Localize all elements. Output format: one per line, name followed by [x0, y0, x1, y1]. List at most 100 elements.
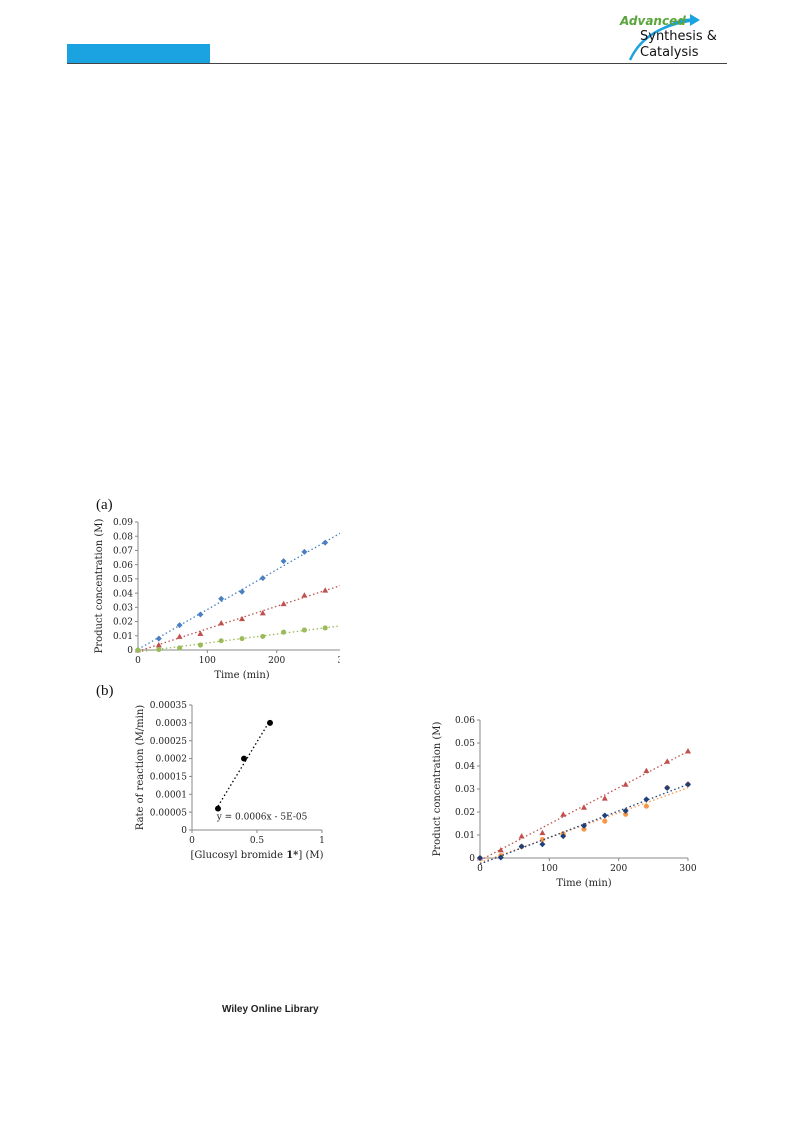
data-point	[643, 767, 650, 773]
x-tick-label: 200	[610, 864, 627, 874]
y-tick-label: 0.02	[113, 618, 133, 628]
x-tick-label: 0.5	[250, 836, 265, 846]
y-tick-label: 0.03	[113, 603, 133, 613]
data-point	[560, 833, 567, 840]
data-point	[622, 807, 629, 814]
data-point	[280, 600, 287, 607]
series-2	[135, 585, 340, 653]
data-point	[560, 811, 567, 817]
data-point	[301, 548, 308, 555]
data-point	[155, 642, 162, 648]
data-point	[135, 647, 141, 653]
data-point	[176, 622, 183, 629]
panel-b-label: (b)	[96, 683, 114, 699]
logo-catalysis: Catalysis	[640, 45, 699, 60]
data-point	[322, 587, 329, 593]
y-tick-label: 0.00025	[150, 737, 187, 747]
x-axis-label: Time (min)	[556, 878, 611, 889]
data-point	[581, 804, 587, 810]
data-point	[601, 812, 608, 819]
data-point	[239, 636, 245, 642]
y-tick-label: 0.06	[455, 716, 475, 726]
y-tick-label: 0	[469, 854, 475, 864]
y-tick-label: 0.08	[113, 532, 133, 542]
y-axis-label: Product concentration (M)	[94, 518, 105, 653]
y-tick-label: 0.00005	[150, 808, 187, 818]
data-point	[301, 592, 308, 598]
data-point	[685, 748, 691, 754]
y-tick-label: 0.00015	[150, 773, 187, 783]
x-tick-label: 0	[477, 864, 483, 874]
series-1	[135, 532, 340, 653]
series-2	[477, 781, 691, 864]
data-point	[241, 755, 247, 762]
y-tick-label: 0.05	[113, 575, 133, 585]
data-point	[518, 833, 525, 839]
x-tick-label: 100	[199, 656, 216, 666]
data-point	[643, 796, 650, 803]
trendline	[217, 720, 271, 807]
data-point	[259, 575, 266, 582]
y-tick-label: 0.02	[455, 808, 475, 818]
y-tick-label: 0.0003	[156, 719, 188, 729]
journal-logo: Advanced Synthesis & Catalysis	[612, 8, 762, 63]
header-divider	[67, 63, 727, 64]
y-tick-label: 0.09	[113, 518, 133, 528]
data-point	[622, 781, 629, 787]
trendline	[479, 783, 689, 865]
x-axis-label: [Glucosyl bromide 1*] (M)	[190, 850, 323, 861]
chart-b1: 0 0.00005 0.0001 0.00015 0.0002 0.00025 0.0003…	[135, 701, 325, 861]
data-point	[581, 826, 587, 832]
data-point	[477, 855, 483, 861]
footer-publisher: Wiley Online Library	[222, 1004, 319, 1015]
data-point	[643, 803, 649, 809]
data-point	[281, 629, 287, 635]
data-point	[218, 619, 225, 626]
data-point	[197, 630, 204, 637]
data-point	[601, 795, 608, 801]
data-point	[218, 638, 224, 644]
trendline	[137, 532, 340, 650]
data-point	[685, 781, 691, 788]
data-point	[176, 633, 183, 639]
data-point	[539, 829, 546, 836]
data-point	[518, 843, 525, 850]
y-tick-label: 0.04	[113, 589, 133, 599]
data-point	[664, 784, 671, 791]
x-tick-label: 300	[679, 864, 696, 874]
data-point	[280, 558, 287, 565]
y-tick-label: 0.06	[113, 561, 133, 571]
data-point	[197, 642, 203, 648]
x-tick-label: 300	[337, 656, 340, 666]
data-point	[215, 805, 221, 812]
data-point	[156, 647, 162, 653]
data-point	[177, 645, 183, 651]
data-point	[259, 610, 266, 616]
chart-b2: 0 0.01 0.02 0.03 0.04 0.05 0.06 0 100 200 300 Time …	[432, 716, 697, 889]
logo-arrow-icon	[628, 14, 700, 61]
y-tick-label: 0.04	[455, 762, 475, 772]
data-point	[497, 846, 504, 853]
series-1	[215, 719, 273, 812]
data-point	[602, 818, 608, 824]
trendline	[137, 585, 340, 652]
data-point	[218, 595, 225, 602]
data-point	[197, 611, 204, 618]
data-point	[581, 822, 587, 829]
data-point	[322, 539, 329, 546]
x-tick-label: 200	[268, 656, 285, 666]
series-3	[477, 781, 691, 865]
series-1	[477, 748, 691, 861]
journal-color-bar	[67, 44, 210, 63]
y-tick-label: 0.07	[113, 547, 133, 557]
chart-a: 0 0.01 0.02 0.03 0.04 0.05 0.06 0.07 0.08 0.09 0 10…	[94, 518, 340, 681]
panel-a-label: (a)	[96, 497, 113, 513]
y-tick-label: 0.00035	[150, 701, 187, 711]
x-tick-label: 1	[319, 836, 325, 846]
y-axis-label: Product concentration (M)	[432, 721, 443, 856]
y-tick-label: 0	[181, 826, 187, 836]
trendline-equation: y = 0.0006x - 5E-05	[216, 812, 308, 822]
series-3	[135, 625, 340, 653]
y-tick-label: 0.0002	[156, 755, 188, 765]
x-tick-label: 0	[189, 836, 195, 846]
